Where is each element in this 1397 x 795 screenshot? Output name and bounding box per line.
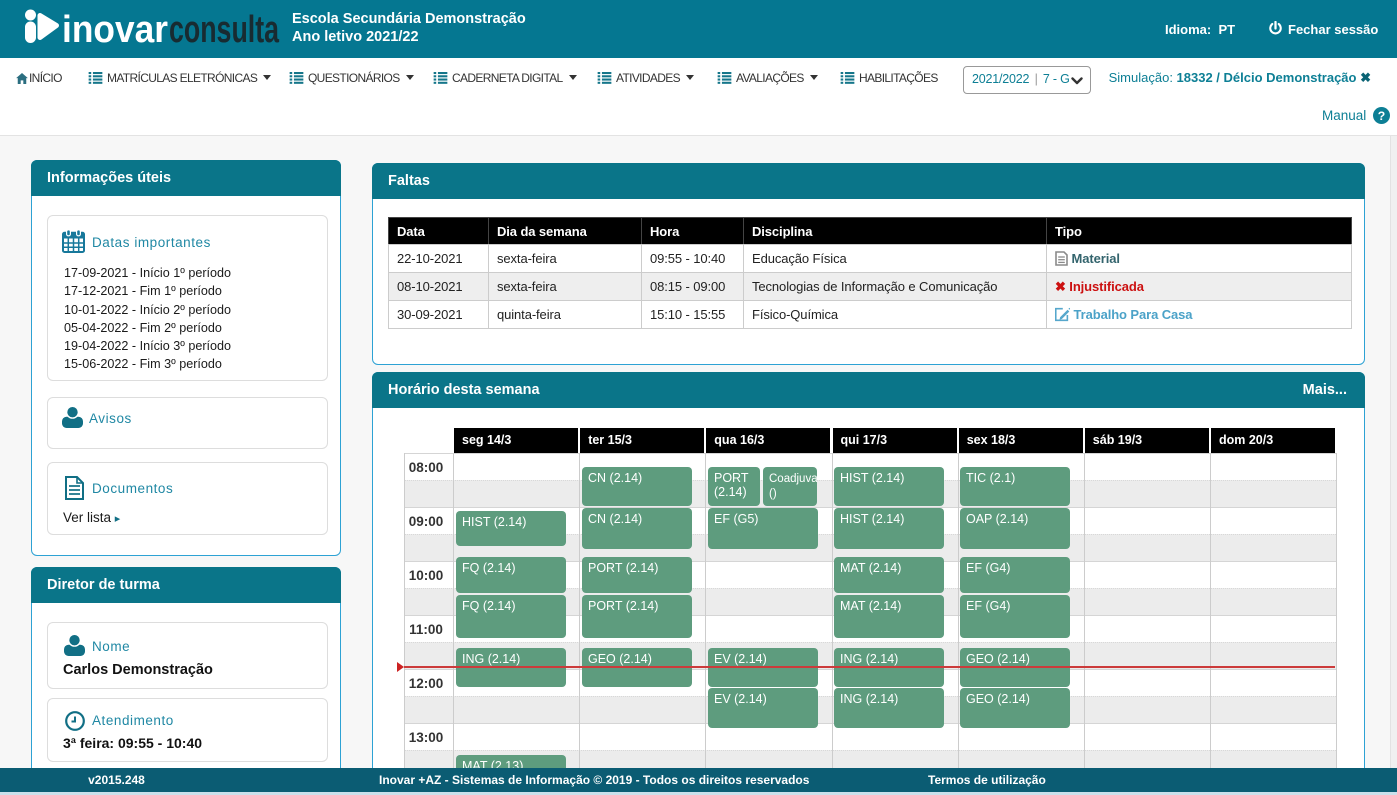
svg-text:inovar: inovar (62, 9, 168, 51)
svg-text:consulta: consulta (169, 9, 280, 51)
svg-text:?: ? (1378, 109, 1386, 123)
